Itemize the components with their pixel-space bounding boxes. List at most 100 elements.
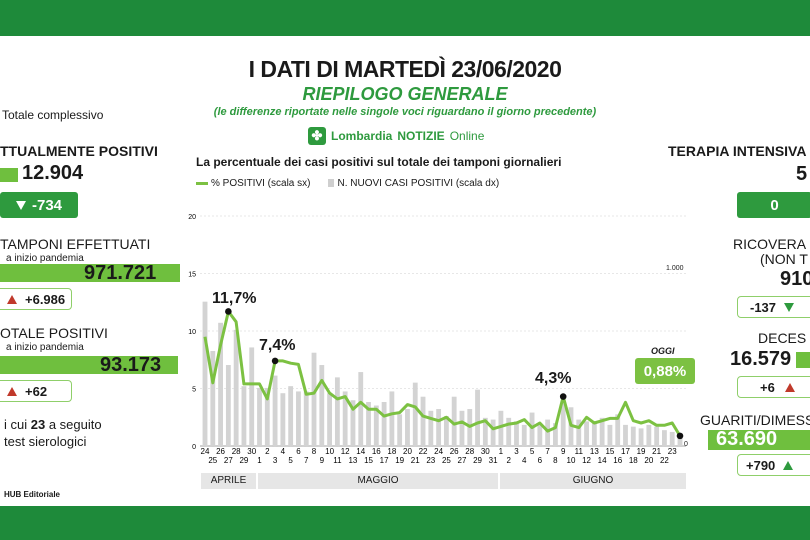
cases-bar bbox=[225, 365, 231, 446]
cases-bar bbox=[482, 417, 488, 446]
logo-name: NOTIZIE bbox=[397, 129, 445, 143]
legend-line-swatch bbox=[196, 181, 208, 185]
decessi-bar bbox=[796, 352, 810, 368]
cases-bar bbox=[428, 410, 434, 446]
sierologici-line1: i cui 23 a seguito bbox=[4, 417, 102, 432]
highlight-point bbox=[271, 357, 279, 365]
x-tick-label: 30 bbox=[247, 447, 256, 456]
tamponi-sub: a inizio pandemia bbox=[6, 253, 84, 264]
x-tick-label: 6 bbox=[538, 456, 543, 465]
x-tick-label: 27 bbox=[224, 456, 233, 465]
x-tick-label: 23 bbox=[426, 456, 435, 465]
highlight-point bbox=[225, 308, 232, 315]
cases-bar bbox=[288, 386, 294, 446]
down-arrow-icon bbox=[15, 200, 26, 210]
attualmente-value: 12.904 bbox=[22, 162, 84, 184]
cases-bar bbox=[296, 391, 301, 446]
cases-bar bbox=[552, 423, 558, 446]
cases-bar bbox=[475, 389, 480, 446]
up-arrow-icon bbox=[783, 460, 794, 470]
cases-bar bbox=[630, 426, 636, 446]
cases-bar bbox=[498, 410, 504, 446]
terapia-intensiva-label: TERAPIA INTENSIVA bbox=[668, 143, 807, 159]
x-tick-label: 7 bbox=[304, 456, 309, 465]
totale-positivi-label: OTALE POSITIVI bbox=[0, 325, 108, 341]
down-arrow-icon bbox=[784, 302, 795, 312]
cases-bar bbox=[521, 424, 527, 446]
x-tick-label: 22 bbox=[660, 456, 669, 465]
x-tick-label: 1 bbox=[499, 447, 504, 456]
cases-bar bbox=[654, 426, 660, 446]
cases-bar bbox=[210, 350, 216, 446]
peak-label-2: 7,4% bbox=[259, 337, 296, 354]
x-tick-label: 12 bbox=[341, 447, 350, 456]
bottom-green-band bbox=[0, 506, 810, 540]
x-tick-label: 6 bbox=[296, 447, 301, 456]
cases-bar bbox=[397, 414, 403, 446]
x-tick-label: 13 bbox=[590, 447, 599, 456]
cases-bar bbox=[451, 396, 457, 446]
totale-complessivo-label: Totale complessivo bbox=[2, 108, 104, 122]
cases-bar bbox=[467, 409, 473, 446]
x-tick-label: 25 bbox=[442, 456, 451, 465]
cases-bar bbox=[373, 405, 379, 446]
cases-bar bbox=[623, 424, 628, 446]
up-arrow-icon bbox=[784, 382, 795, 392]
cases-bar bbox=[459, 410, 465, 446]
attualmente-delta: -734 bbox=[31, 196, 63, 214]
chart-title: La percentuale dei casi positivi sul tot… bbox=[196, 155, 562, 169]
x-tick-label: 23 bbox=[668, 447, 677, 456]
cases-bar bbox=[545, 419, 551, 446]
legend-cases-label: N. NUOVI CASI POSITIVI (scala dx) bbox=[337, 178, 500, 189]
cases-bar bbox=[366, 402, 371, 446]
x-tick-label: 26 bbox=[450, 447, 459, 456]
cases-bar bbox=[257, 387, 262, 446]
x-tick-label: 9 bbox=[320, 456, 325, 465]
x-tick-label: 30 bbox=[481, 447, 490, 456]
x-tick-label: 14 bbox=[356, 447, 365, 456]
x-tick-label: 14 bbox=[598, 456, 607, 465]
totale-positivi-sub: a inizio pandemia bbox=[6, 342, 84, 353]
x-tick-label: 26 bbox=[216, 447, 225, 456]
attualmente-delta-box: -734 bbox=[0, 192, 78, 218]
credit-label: HUB Editoriale bbox=[4, 490, 61, 499]
x-tick-label: 10 bbox=[325, 447, 334, 456]
y-tick-label: 5 bbox=[192, 387, 196, 394]
oggi-label: OGGI bbox=[651, 346, 675, 356]
x-tick-label: 16 bbox=[372, 447, 381, 456]
x-tick-label: 29 bbox=[239, 456, 248, 465]
cases-bar bbox=[443, 416, 449, 446]
cases-bar bbox=[615, 414, 621, 446]
x-tick-label: 2 bbox=[265, 447, 270, 456]
sierologici-pre: i cui bbox=[4, 417, 28, 432]
cases-bar bbox=[529, 412, 535, 446]
x-tick-label: 15 bbox=[364, 456, 373, 465]
x-tick-label: 8 bbox=[553, 456, 558, 465]
cases-bar bbox=[334, 377, 340, 446]
right-axis-tick-top: 1.000 bbox=[666, 265, 684, 272]
cases-bar bbox=[241, 386, 247, 446]
tamponi-label: TAMPONI EFFETTUATI bbox=[0, 236, 151, 252]
guariti-value: 63.690 bbox=[716, 428, 778, 450]
month-label-maggio: MAGGIO bbox=[258, 473, 498, 489]
cases-bar bbox=[327, 393, 333, 446]
x-tick-label: 15 bbox=[605, 447, 614, 456]
up-arrow-icon bbox=[7, 294, 17, 304]
highlight-point bbox=[559, 393, 567, 400]
y-tick-label: 0 bbox=[192, 444, 196, 451]
ricoverati-delta-pill: -137 bbox=[737, 296, 810, 318]
x-tick-label: 5 bbox=[288, 456, 293, 465]
guariti-delta: +790 bbox=[746, 457, 776, 473]
decessi-label: DECES bbox=[758, 330, 807, 346]
cases-bar bbox=[303, 391, 309, 446]
logo-online: Online bbox=[449, 129, 485, 143]
decessi-value: 16.579 bbox=[730, 348, 792, 370]
cases-bar bbox=[638, 428, 644, 446]
cases-bar bbox=[280, 393, 286, 446]
cases-bar bbox=[249, 347, 255, 446]
x-tick-label: 11 bbox=[333, 456, 342, 465]
cases-bar bbox=[537, 424, 543, 446]
x-tick-label: 21 bbox=[411, 456, 420, 465]
peak-label-1: 11,7% bbox=[212, 290, 257, 307]
x-tick-label: 28 bbox=[232, 447, 241, 456]
